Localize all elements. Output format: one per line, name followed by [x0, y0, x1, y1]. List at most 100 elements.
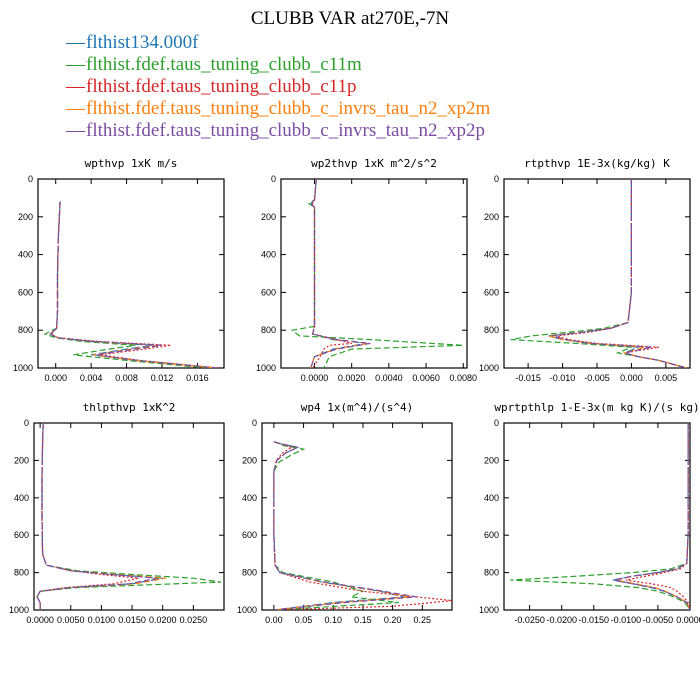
x-tick-label: 0.05: [295, 615, 313, 625]
plot-frame: [503, 422, 691, 611]
panel-title: wpthvp 1xK m/s: [85, 157, 178, 170]
x-tick-label: 0.0080: [450, 373, 478, 383]
series-line-3: [36, 423, 139, 610]
series-line-2: [510, 423, 690, 610]
x-tick-label: -0.015: [515, 373, 541, 383]
legend-label: flthist.fdef.taus_tuning_clubb_c_invrs_t…: [86, 98, 491, 119]
series-line-2: [43, 201, 207, 368]
series-line-3: [555, 179, 687, 368]
legend-label: flthist.fdef.taus_tuning_clubb_c_invrs_t…: [86, 120, 485, 141]
legend-entry: —flthist134.000f: [66, 32, 198, 54]
y-tick-label: 800: [18, 325, 33, 335]
series-line-4: [616, 423, 690, 610]
x-tick-label: -0.0200: [546, 615, 577, 625]
chart-panel-6: wprtpthlp 1-E-3x(m kg K)/(s kg) 0 200 400 60…: [479, 401, 700, 625]
y-tick-label: 800: [242, 568, 257, 578]
y-tick-label: 400: [18, 250, 33, 260]
y-tick-label: 800: [14, 568, 29, 578]
series-line-1: [36, 423, 163, 610]
y-tick-label: 800: [261, 325, 276, 335]
x-tick-label: 0.15: [354, 615, 372, 625]
x-tick-label: 0.10: [324, 615, 342, 625]
legend-entry: —flthist.fdef.taus_tuning_clubb_c11p: [66, 76, 357, 98]
legend-label: flthist.fdef.taus_tuning_clubb_c11m: [86, 54, 362, 75]
legend-entry: —flthist.fdef.taus_tuning_clubb_c11m: [66, 54, 362, 76]
series-line-2: [273, 441, 399, 610]
y-tick-label: 1000: [256, 363, 276, 373]
y-tick-label: 800: [484, 325, 499, 335]
y-tick-label: 600: [242, 530, 257, 540]
panel-title: wp2thvp 1xK m^2/s^2: [311, 157, 437, 170]
x-tick-label: 0.0000: [301, 373, 329, 383]
y-tick-label: 0: [271, 174, 276, 184]
y-tick-label: 0: [494, 174, 499, 184]
y-tick-label: 0: [24, 418, 29, 428]
x-tick-label: 0.0040: [375, 373, 403, 383]
y-tick-label: 400: [484, 493, 499, 503]
series-line-3: [311, 179, 352, 368]
plot-frame: [37, 178, 225, 369]
series-line-5: [273, 441, 417, 610]
panel-title: thlpthvp 1xK^2: [83, 401, 176, 414]
series-line-5: [309, 179, 371, 368]
y-tick-label: 600: [484, 530, 499, 540]
x-tick-label: 0.016: [186, 373, 209, 383]
plot-frame: [280, 178, 468, 369]
series-line-3: [273, 441, 452, 610]
x-tick-label: -0.0100: [611, 615, 642, 625]
y-tick-label: 200: [484, 212, 499, 222]
legend-entry: —flthist.fdef.taus_tuning_clubb_c_invrs_…: [66, 120, 485, 142]
x-tick-label: 0.0250: [180, 615, 208, 625]
y-tick-label: 600: [261, 287, 276, 297]
y-tick-label: 1000: [479, 363, 499, 373]
x-tick-label: 0.0000: [676, 615, 700, 625]
chart-panel-5: wp4 1x(m^4)/(s^4) 0 200 400 600 800 1000 0.00 0.…: [237, 401, 453, 625]
legend-entry: —flthist.fdef.taus_tuning_clubb_c_invrs_…: [66, 98, 490, 120]
y-tick-label: 0: [28, 174, 33, 184]
x-tick-label: 0.0100: [88, 615, 116, 625]
x-tick-label: -0.005: [584, 373, 610, 383]
x-tick-label: 0.0060: [412, 373, 440, 383]
x-tick-label: 0.0000: [26, 615, 54, 625]
series-line-1: [273, 441, 405, 610]
y-tick-label: 200: [14, 455, 29, 465]
y-tick-label: 1000: [9, 605, 29, 615]
x-tick-label: 0.0200: [149, 615, 177, 625]
legend-label: flthist.fdef.taus_tuning_clubb_c11p: [86, 76, 357, 97]
x-tick-label: -0.0250: [514, 615, 545, 625]
series-line-4: [36, 423, 166, 610]
panel-title: wp4 1x(m^4)/(s^4): [301, 401, 414, 414]
y-tick-label: 1000: [13, 363, 33, 373]
y-tick-label: 400: [484, 250, 499, 260]
x-tick-label: -0.0050: [643, 615, 674, 625]
y-tick-label: 200: [242, 455, 257, 465]
x-tick-label: 0.005: [655, 373, 678, 383]
x-tick-label: 0.0050: [57, 615, 85, 625]
plot-frame: [261, 422, 453, 611]
x-tick-label: 0.20: [384, 615, 402, 625]
chart-panel-1: wpthvp 1xK m/s 0 200 400 600 800 1000 0.000 0.00…: [13, 157, 225, 383]
legend-label: flthist134.000f: [86, 32, 199, 53]
series-line-5: [36, 423, 157, 610]
x-tick-label: 0.25: [414, 615, 432, 625]
panel-title: rtpthvp 1E-3x(kg/kg) K: [524, 157, 670, 170]
x-tick-label: 0.000: [44, 373, 67, 383]
series-line-3: [625, 423, 690, 610]
y-tick-label: 800: [484, 568, 499, 578]
series-line-2: [36, 423, 221, 610]
x-tick-label: 0.0020: [338, 373, 366, 383]
y-tick-label: 0: [252, 418, 257, 428]
chart-panel-2: wp2thvp 1xK m^2/s^2 0 200 400 600 800 1000 0.00…: [256, 157, 477, 383]
x-tick-label: -0.010: [550, 373, 576, 383]
y-tick-label: 200: [484, 455, 499, 465]
figure-title: CLUBB VAR at270E,-7N: [250, 8, 450, 29]
x-tick-label: -0.0150: [579, 615, 610, 625]
chart-panel-3: rtpthvp 1E-3x(kg/kg) K 0 200 400 600 800 1000 -…: [479, 157, 691, 383]
plot-frame: [503, 178, 691, 369]
x-tick-label: 0.0150: [118, 615, 146, 625]
y-tick-label: 200: [261, 212, 276, 222]
y-tick-label: 400: [14, 493, 29, 503]
plot-frame: [33, 422, 225, 611]
